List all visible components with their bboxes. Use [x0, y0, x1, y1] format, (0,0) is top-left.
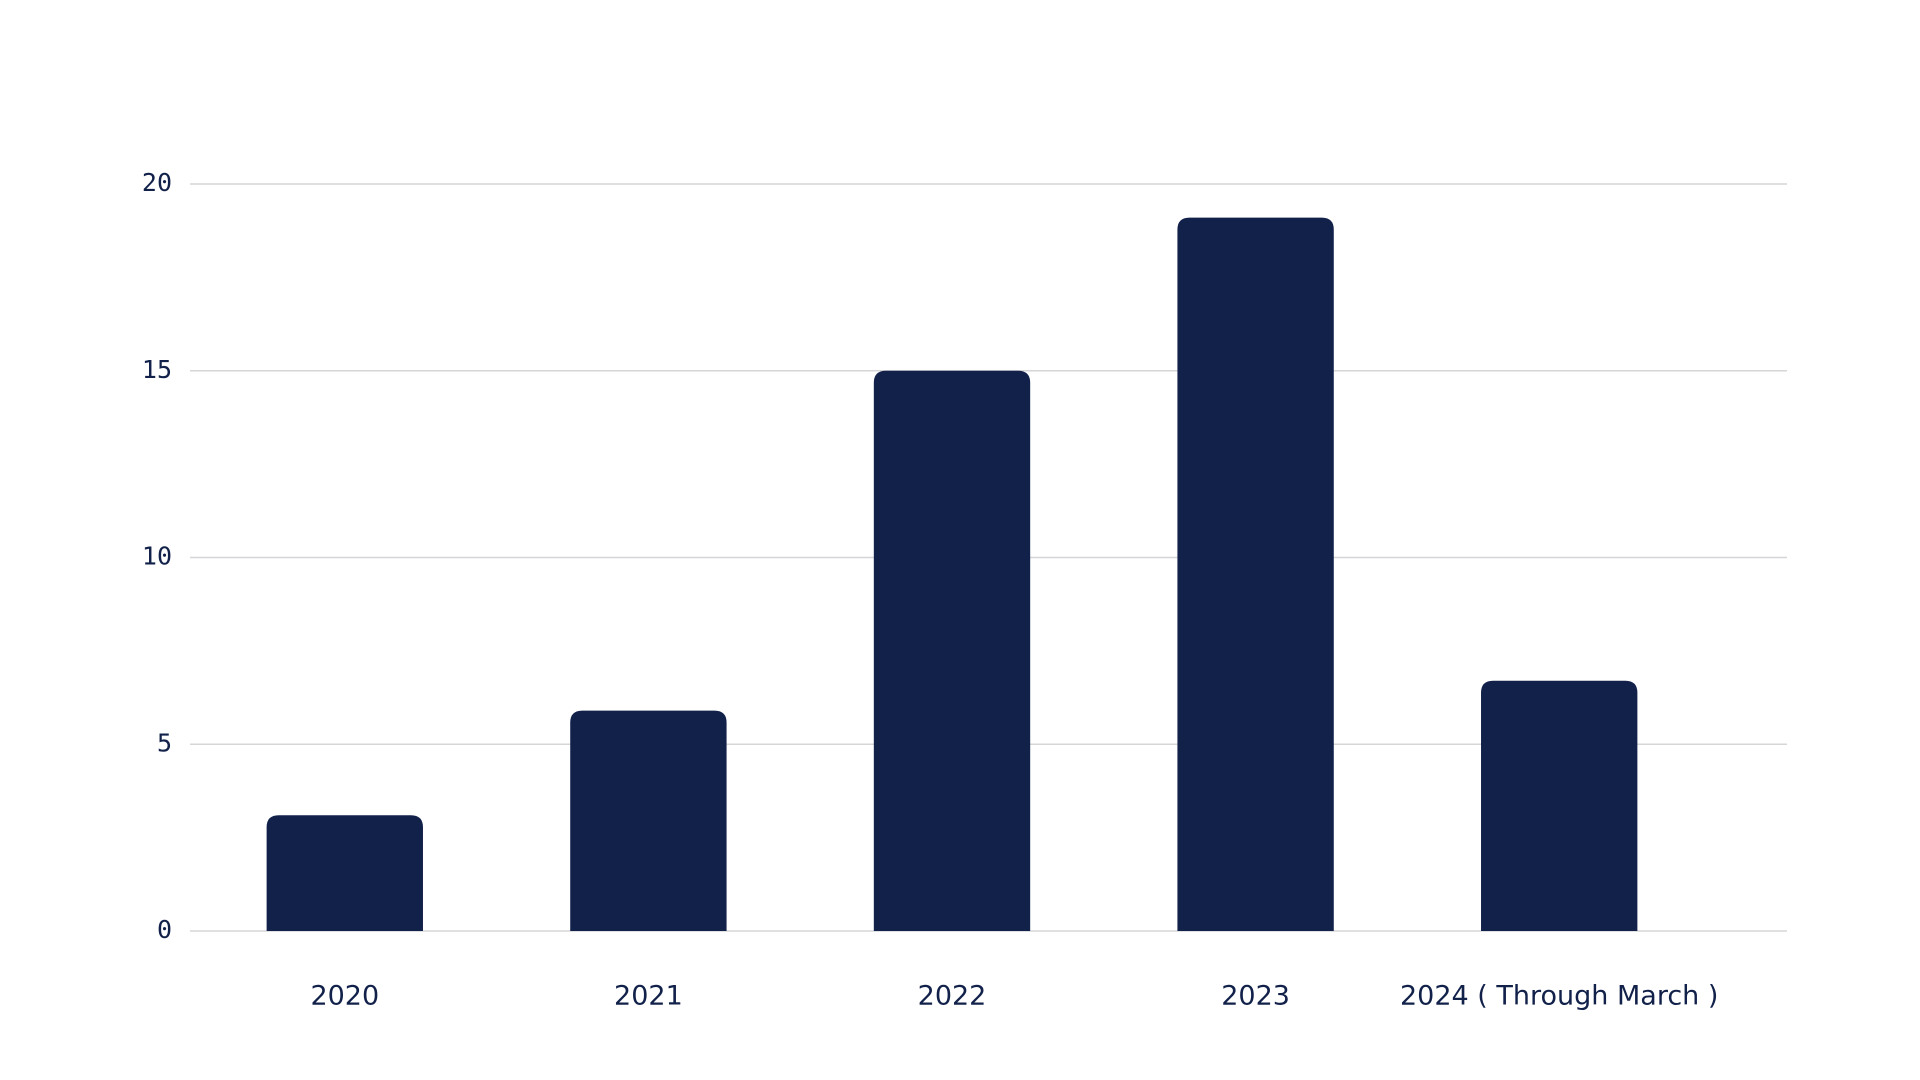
- y-tick-label: 5: [157, 728, 172, 757]
- bar: [874, 371, 1030, 931]
- bar: [570, 711, 726, 931]
- page: 0510152020202021202220232024 ( Through M…: [0, 0, 1920, 1080]
- x-tick-label: 2021: [614, 981, 683, 1012]
- y-tick-label: 15: [142, 355, 172, 384]
- x-tick-label: 2020: [310, 981, 379, 1012]
- y-tick-label: 10: [142, 542, 172, 571]
- chart: 0510152020202021202220232024 ( Through M…: [0, 0, 1920, 1080]
- bar: [267, 815, 423, 931]
- y-tick-label: 20: [142, 168, 172, 197]
- y-tick-label: 0: [157, 915, 172, 944]
- bar: [1177, 218, 1333, 931]
- x-tick-label: 2024 ( Through March ): [1400, 981, 1718, 1012]
- bar: [1481, 681, 1637, 931]
- x-tick-label: 2023: [1221, 981, 1290, 1012]
- x-tick-label: 2022: [918, 981, 987, 1012]
